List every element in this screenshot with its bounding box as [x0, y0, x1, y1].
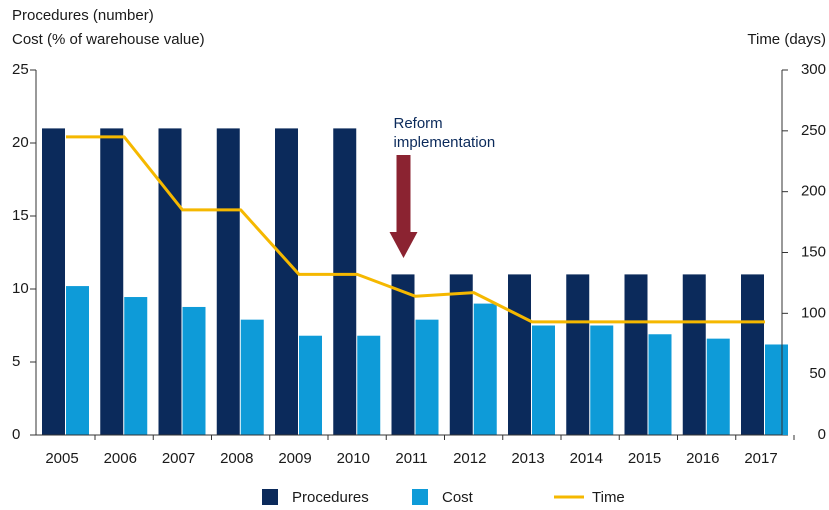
- bar: [508, 274, 531, 435]
- x-tick-label: 2016: [686, 450, 719, 467]
- y-tick-label: 5: [12, 353, 20, 370]
- annotation-text: Reform: [394, 115, 443, 132]
- y2-tick-label: 0: [818, 426, 826, 443]
- x-tick-label: 2008: [220, 450, 253, 467]
- y-tick-label: 20: [12, 134, 29, 151]
- bar: [473, 303, 497, 435]
- bar: [391, 274, 415, 435]
- y2-tick-label: 250: [801, 122, 826, 139]
- bar: [182, 306, 206, 435]
- x-tick-label: 2013: [511, 450, 544, 467]
- bar: [357, 335, 381, 435]
- y-tick-label: 0: [12, 426, 20, 443]
- y2-tick-label: 50: [809, 365, 826, 382]
- bar: [706, 338, 730, 435]
- bar: [333, 128, 357, 435]
- bar: [624, 274, 648, 435]
- bar: [66, 286, 89, 435]
- x-tick-label: 2017: [744, 450, 777, 467]
- legend-label: Procedures: [292, 489, 369, 506]
- y-tick-label: 10: [12, 280, 29, 297]
- y-axis-label: Procedures (number): [12, 7, 154, 24]
- bar: [682, 274, 706, 435]
- legend-swatch: [262, 489, 278, 505]
- x-tick-label: 2006: [104, 450, 137, 467]
- bar: [124, 297, 148, 435]
- x-tick-label: 2007: [162, 450, 195, 467]
- bar: [449, 274, 473, 435]
- bar: [100, 128, 124, 435]
- y-tick-label: 15: [12, 207, 29, 224]
- x-tick-label: 2005: [45, 450, 78, 467]
- bar: [299, 335, 322, 435]
- bar: [741, 274, 764, 435]
- bar: [415, 319, 439, 435]
- bar: [765, 344, 788, 435]
- y2-tick-label: 300: [801, 61, 826, 78]
- x-tick-label: 2011: [395, 450, 427, 467]
- x-tick-label: 2010: [337, 450, 370, 467]
- line: [66, 135, 765, 324]
- annotation-arrow-shaft: [396, 155, 411, 233]
- annotation-text: implementation: [394, 134, 496, 151]
- x-tick-label: 2014: [570, 450, 603, 467]
- legend-label: Time: [592, 489, 625, 506]
- y2-tick-label: 150: [801, 243, 826, 260]
- legend-label: Cost: [442, 489, 474, 506]
- bar: [648, 334, 672, 435]
- bar: [590, 325, 614, 435]
- x-tick-label: 2012: [453, 450, 486, 467]
- bar: [566, 274, 590, 435]
- bar: [42, 128, 65, 435]
- bar: [275, 128, 298, 435]
- y2-tick-label: 200: [801, 183, 826, 200]
- y2-axis-label: Time (days): [747, 31, 826, 48]
- y-tick-label: 25: [12, 61, 29, 78]
- bar: [532, 325, 555, 435]
- bar: [158, 128, 182, 435]
- legend-swatch: [412, 489, 428, 505]
- x-tick-label: 2015: [628, 450, 661, 467]
- y2-tick-label: 100: [801, 304, 826, 321]
- annotation-arrow-head: [389, 232, 418, 258]
- bar: [240, 319, 264, 435]
- y-axis-label: Cost (% of warehouse value): [12, 31, 205, 48]
- bar: [216, 128, 240, 435]
- x-tick-label: 2009: [278, 450, 311, 467]
